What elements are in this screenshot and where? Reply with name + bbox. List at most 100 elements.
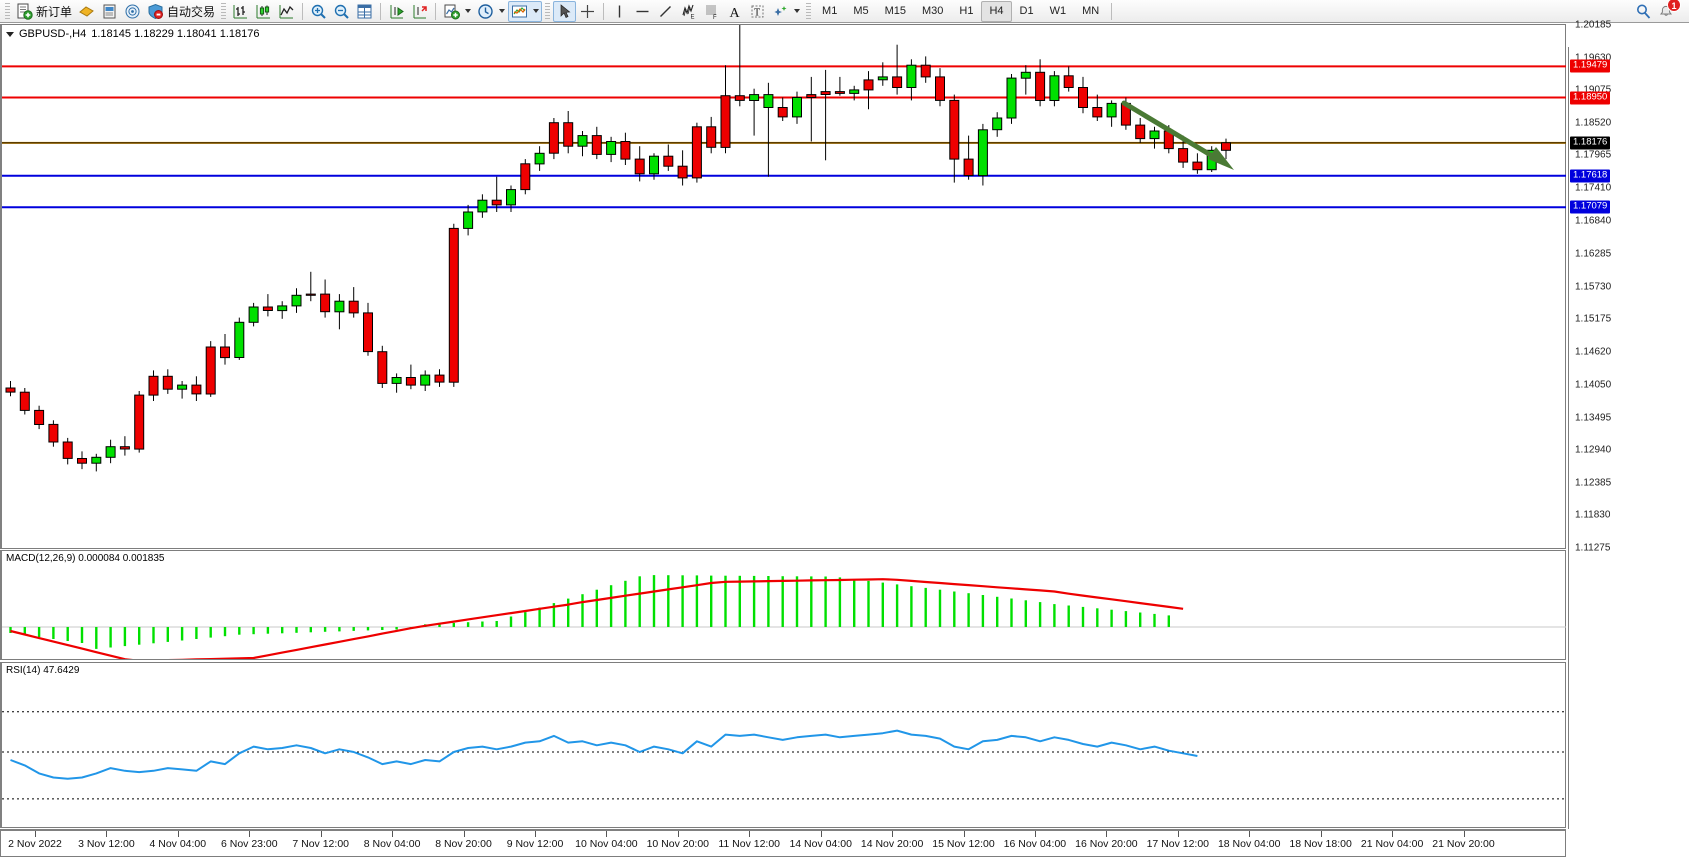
chart-area[interactable]: GBPUSD-,H4 1.18145 1.18229 1.18041 1.181… <box>0 20 1689 858</box>
toolbar-separator-1 <box>302 2 304 20</box>
time-scale[interactable]: 2 Nov 2022 3 Nov 12:00 4 Nov 04:00 6 Nov 23… <box>0 829 1566 857</box>
templates-caret-icon[interactable] <box>533 9 540 13</box>
chart-shift-icon <box>413 4 427 18</box>
chart-menu-caret-icon[interactable] <box>6 31 14 37</box>
time-tick-mark <box>749 831 751 837</box>
time-tick-mark <box>1249 831 1251 837</box>
autotrading-button[interactable]: 自动交易 <box>144 1 218 22</box>
macd-pane[interactable]: MACD(12,26,9) 0.000084 0.001835 <box>0 550 1566 660</box>
toolbar-grip-2[interactable] <box>221 2 227 20</box>
templates-button[interactable] <box>508 0 543 22</box>
new-order-button[interactable]: 新订单 <box>13 1 75 22</box>
price-tick: 1.15175 <box>1575 313 1612 325</box>
bar-chart-button[interactable] <box>229 1 252 22</box>
periods-button[interactable] <box>474 1 508 22</box>
grid-button[interactable] <box>353 1 376 22</box>
magnify-minus-icon <box>334 4 349 19</box>
search-icon <box>1637 4 1651 19</box>
svg-text:E: E <box>691 14 695 20</box>
indicators-button[interactable] <box>440 1 474 22</box>
objects-button[interactable] <box>769 1 803 22</box>
price-tick: 1.13495 <box>1575 412 1612 424</box>
time-tick-label: 16 Nov 04:00 <box>1003 838 1067 850</box>
toolbar-grip-4[interactable] <box>806 2 812 20</box>
timeframe-m30[interactable]: M30 <box>922 5 944 17</box>
arrow-cursor-icon <box>560 3 571 18</box>
periods-caret-icon[interactable] <box>499 9 506 13</box>
indicators-caret-icon[interactable] <box>465 9 472 13</box>
price-tick: 1.17410 <box>1575 182 1612 194</box>
toolbar-grip-3[interactable] <box>545 2 551 20</box>
price-tick: 1.16840 <box>1575 215 1612 227</box>
toolbar-separator-3 <box>435 2 437 20</box>
rsi-label: RSI(14) 47.6429 <box>6 665 80 676</box>
price-level-chip[interactable]: 1.17079 <box>1570 200 1611 214</box>
candlestick-chart-button[interactable] <box>252 1 275 22</box>
text-button[interactable]: A <box>723 1 746 22</box>
timeframe-m1[interactable]: M1 <box>822 5 838 17</box>
autotrading-label: 自动交易 <box>167 4 216 19</box>
time-tick-label: 15 Nov 12:00 <box>932 838 995 850</box>
rsi-pane[interactable]: RSI(14) 47.6429 <box>0 662 1566 828</box>
notifications-button[interactable]: 1 <box>1655 0 1683 22</box>
sparkle-icon <box>774 5 787 16</box>
notifications-wrapper: 1 <box>1658 0 1681 21</box>
clock-icon <box>478 3 493 19</box>
timeframe-m15[interactable]: M15 <box>884 5 906 17</box>
time-tick-label: 9 Nov 12:00 <box>506 838 564 850</box>
price-tick: 1.14050 <box>1575 379 1612 391</box>
time-tick-mark <box>463 831 465 837</box>
new-order-icon <box>17 3 33 20</box>
time-tick-mark <box>35 831 36 837</box>
zoom-out-button[interactable] <box>330 1 353 22</box>
fibonacci-button[interactable]: F <box>700 1 723 22</box>
timeframe-h4[interactable]: H4 <box>981 0 1012 22</box>
toolbar-separator-4 <box>603 2 605 20</box>
price-level-chip[interactable]: 1.18176 <box>1570 136 1611 150</box>
time-tick-label: 8 Nov 04:00 <box>363 838 421 850</box>
time-tick-label: 6 Nov 23:00 <box>220 838 278 850</box>
chart-ohlc-label: 1.18145 1.18229 1.18041 1.18176 <box>91 28 260 40</box>
zoom-in-button[interactable] <box>307 1 330 22</box>
price-tick: 1.20185 <box>1575 19 1612 31</box>
price-level-chip[interactable]: 1.18950 <box>1570 91 1611 104</box>
trendline-button[interactable] <box>654 1 677 22</box>
chart-shift-button[interactable] <box>408 1 431 22</box>
timeframe-h1[interactable]: H1 <box>959 5 974 17</box>
time-tick-label: 17 Nov 12:00 <box>1146 838 1210 850</box>
horizontal-line-button[interactable] <box>631 1 654 22</box>
time-tick-mark <box>963 831 965 837</box>
crosshair-button[interactable] <box>576 1 599 22</box>
price-tick: 1.12940 <box>1575 444 1612 456</box>
elliott-wave-button[interactable]: E <box>677 1 700 22</box>
price-tick: 1.12385 <box>1575 477 1612 489</box>
text-label-button[interactable]: T <box>746 1 769 22</box>
cursor-button[interactable] <box>553 0 577 22</box>
svg-text:T: T <box>754 7 760 18</box>
trendline-icon <box>660 5 672 17</box>
market-watch-button[interactable] <box>98 1 121 22</box>
timeframe-w1[interactable]: W1 <box>1049 5 1067 17</box>
timeframe-m5[interactable]: M5 <box>853 5 869 17</box>
toolbar-grip-1[interactable] <box>5 2 10 20</box>
timeframe-d1[interactable]: D1 <box>1019 5 1034 17</box>
vertical-line-button[interactable] <box>608 1 631 22</box>
new-order-label: 新订单 <box>36 4 73 19</box>
auto-scroll-button[interactable] <box>385 1 408 22</box>
time-tick-label: 8 Nov 20:00 <box>435 838 492 850</box>
data-window-button[interactable] <box>75 1 98 22</box>
price-scale[interactable]: 1.20185 1.19630 1.19075 1.18520 1.17965 1.174… <box>1568 20 1689 829</box>
price-pane[interactable]: GBPUSD-,H4 1.18145 1.18229 1.18041 1.181… <box>0 24 1566 549</box>
price-level-chip[interactable]: 1.17618 <box>1570 169 1611 183</box>
timeframe-mn[interactable]: MN <box>1082 5 1100 17</box>
time-tick-label: 10 Nov 20:00 <box>646 838 710 850</box>
line-chart-button[interactable] <box>275 1 298 22</box>
search-button[interactable] <box>1632 1 1655 22</box>
objects-caret-icon[interactable] <box>794 9 801 13</box>
navigator-button[interactable] <box>121 1 144 22</box>
auto-scroll-icon <box>390 4 404 18</box>
price-level-chip[interactable]: 1.19479 <box>1570 59 1611 73</box>
grid-icon <box>357 4 372 18</box>
macd-plot-layer <box>2 575 1566 659</box>
